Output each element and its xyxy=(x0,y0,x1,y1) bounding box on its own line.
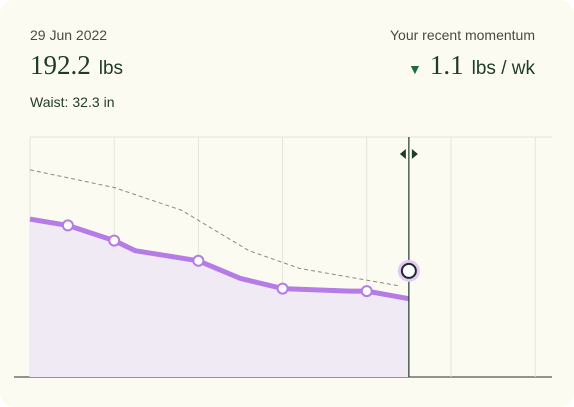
point xyxy=(108,234,121,247)
weight-row: 192.2 lbs xyxy=(30,50,123,81)
current-point xyxy=(400,262,417,279)
point xyxy=(276,282,289,295)
line xyxy=(29,216,410,302)
waist: 32.3 xyxy=(72,94,100,110)
area xyxy=(30,219,409,377)
waist-row: Waist: 32.3 in xyxy=(30,94,115,110)
momentum-row: ▼ 1.1 lbs / wk xyxy=(408,50,535,81)
momentum: 1.1 xyxy=(429,50,464,80)
momentum-unit: lbs / wk xyxy=(471,58,535,79)
point xyxy=(61,219,74,232)
trend-line xyxy=(29,169,401,287)
momentum-label: Your recent momentum xyxy=(390,27,535,43)
date: 29 Jun 2022 xyxy=(30,27,108,43)
waist-unit: in xyxy=(103,94,115,110)
waist-label: Waist: xyxy=(30,94,69,110)
point xyxy=(360,285,373,298)
weight-unit: lbs xyxy=(98,58,124,79)
momentum-arrow: ▼ xyxy=(408,61,422,77)
weight: 192.2 xyxy=(30,50,91,80)
point xyxy=(192,254,205,267)
cursor-handle xyxy=(399,149,418,159)
